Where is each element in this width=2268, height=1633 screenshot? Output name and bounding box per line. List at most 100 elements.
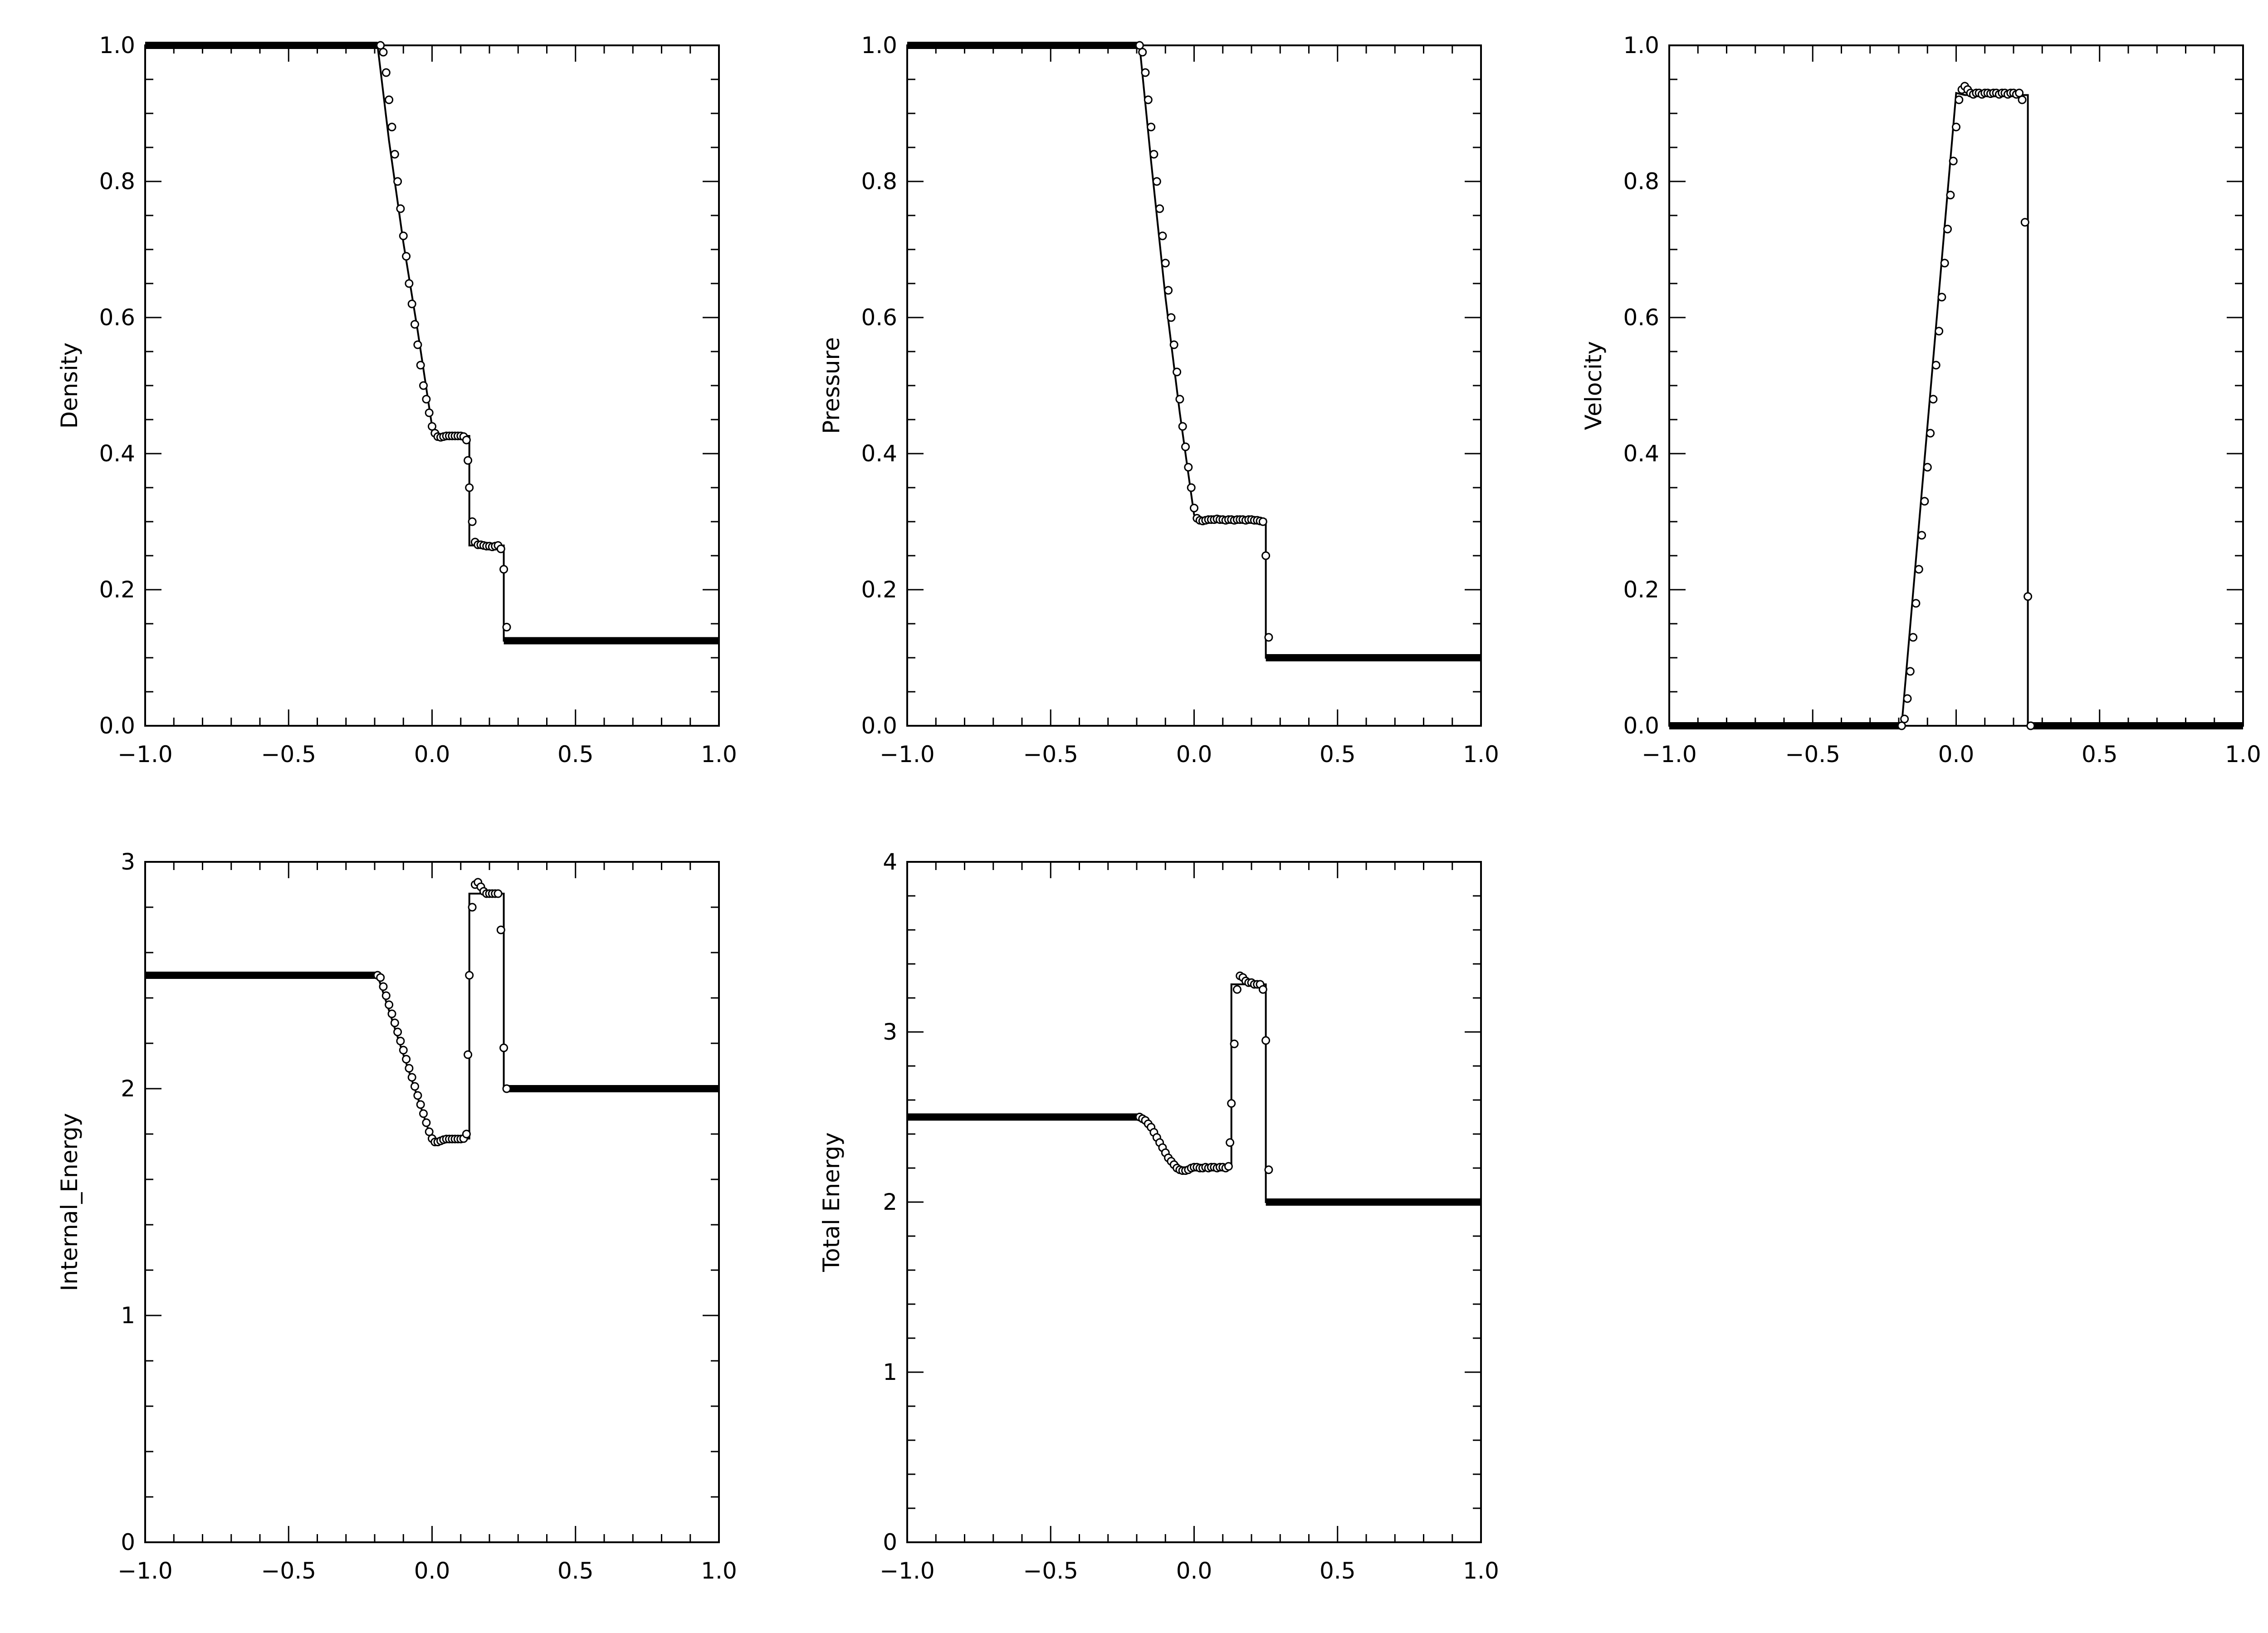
numeric-point — [1232, 985, 1242, 994]
numeric-point — [390, 150, 399, 159]
y-tick-label: 0.2 — [1623, 577, 1659, 603]
numeric-point — [2018, 95, 2027, 104]
numeric-point — [1940, 259, 1949, 268]
numeric-point — [496, 544, 505, 553]
panel-pressure: −1.0 −0.5 0.0 0.5 1.0 0.0 0.2 0.4 0.6 0.8 1.0 Press… — [818, 32, 1499, 768]
x-tick-label: 0.5 — [557, 1558, 594, 1584]
numeric-point — [1264, 633, 1273, 642]
numeric-point — [425, 408, 434, 417]
numeric-point — [376, 973, 385, 982]
numeric-point — [462, 1129, 471, 1139]
numeric-point — [399, 231, 408, 240]
plot-frame — [906, 44, 1482, 727]
plot-frame — [144, 44, 720, 727]
y-tick-label: 0.6 — [1623, 304, 1659, 331]
x-tick-label: 0.0 — [414, 1558, 450, 1584]
y-tick-label: 0.8 — [99, 168, 135, 195]
numeric-point — [381, 991, 391, 1000]
exact-solution-line — [1669, 92, 2243, 727]
numeric-point — [411, 1082, 419, 1091]
numeric-point — [1190, 504, 1198, 513]
numeric-point — [1173, 367, 1182, 376]
numeric-point — [1187, 483, 1196, 492]
numeric-point — [1175, 395, 1184, 404]
x-tick-label: 1.0 — [1463, 741, 1499, 768]
y-tick-label: 0.0 — [1623, 713, 1659, 739]
numeric-point — [2026, 721, 2035, 730]
numeric-point — [393, 1027, 402, 1037]
y-tick-label: 0.0 — [99, 713, 135, 739]
numeric-point — [393, 177, 402, 186]
exact-solution-line — [145, 893, 719, 1142]
numeric-point — [1261, 1036, 1271, 1045]
y-axis-label: Internal_Energy — [56, 1113, 83, 1291]
numeric-point — [1923, 463, 1932, 472]
y-tick-label: 2 — [121, 1076, 135, 1102]
numeric-point — [1258, 985, 1267, 994]
x-tick-label: 0.5 — [557, 741, 594, 768]
y-tick-label: 0.4 — [99, 440, 135, 467]
y-tick-label: 0.4 — [861, 440, 897, 467]
numeric-point — [462, 435, 471, 445]
y-tick-label: 0.0 — [861, 713, 897, 739]
numeric-point — [413, 340, 422, 349]
numeric-point — [402, 252, 411, 261]
numeric-point — [1926, 429, 1935, 438]
numeric-point — [1147, 122, 1156, 132]
numeric-point — [416, 1100, 425, 1109]
numeric-point — [468, 903, 477, 912]
panel-velocity: −1.0 −0.5 0.0 0.5 1.0 0.0 0.2 0.4 0.6 0.8 1.0 Veloc… — [1580, 32, 2261, 768]
x-tick-label: −1.0 — [880, 741, 934, 768]
numeric-point — [464, 456, 473, 465]
numeric-point — [385, 95, 394, 104]
plot-frame — [1668, 44, 2244, 727]
numeric-point — [494, 889, 503, 898]
numeric-point — [422, 1118, 431, 1127]
numeric-point — [1178, 422, 1187, 431]
numeric-point — [416, 361, 425, 370]
numeric-point — [464, 1050, 473, 1059]
y-tick-label: 3 — [883, 1019, 897, 1045]
numeric-point — [1138, 48, 1147, 57]
numeric-point — [1161, 259, 1170, 268]
exact-solution-line — [907, 44, 1481, 659]
y-tick-label: 0 — [883, 1529, 897, 1555]
y-tick-label: 1.0 — [1623, 32, 1659, 59]
numeric-point — [465, 971, 474, 980]
x-tick-label: 0.5 — [1320, 741, 1356, 768]
y-tick-label: 3 — [121, 849, 135, 875]
x-tick-label: 1.0 — [701, 1558, 737, 1584]
numeric-point — [468, 517, 477, 526]
numeric-point — [496, 925, 505, 934]
y-tick-label: 1.0 — [99, 32, 135, 59]
x-tick-label: −1.0 — [117, 741, 172, 768]
numeric-point — [1167, 313, 1176, 322]
numeric-point — [411, 320, 419, 329]
numeric-point — [1909, 633, 1918, 642]
numeric-point — [1900, 714, 1909, 724]
numeric-point — [502, 1084, 511, 1093]
numeric-point — [1184, 463, 1193, 472]
numeric-point — [405, 279, 414, 288]
numeric-point — [1264, 1165, 1273, 1174]
y-tick-label: 1 — [121, 1302, 135, 1329]
numeric-point — [407, 299, 416, 308]
x-tick-label: 1.0 — [1463, 1558, 1499, 1584]
numeric-point — [379, 48, 388, 57]
exact-solution-line — [145, 44, 719, 642]
y-tick-label: 1.0 — [861, 32, 897, 59]
y-axis-label: Total Energy — [818, 1132, 845, 1272]
x-tick-label: 1.0 — [701, 741, 737, 768]
y-tick-label: 0.4 — [1623, 440, 1659, 467]
numeric-point — [1955, 95, 1964, 104]
numeric-point — [1931, 361, 1941, 370]
numeric-point — [1258, 517, 1267, 526]
numeric-point — [390, 1018, 399, 1027]
numeric-point — [1920, 497, 1929, 506]
numeric-point — [499, 1043, 508, 1052]
numeric-point — [1155, 204, 1164, 213]
y-tick-label: 0 — [121, 1529, 135, 1555]
y-tick-label: 0.6 — [99, 304, 135, 331]
numeric-point — [396, 1037, 405, 1046]
x-tick-label: −0.5 — [261, 1558, 316, 1584]
